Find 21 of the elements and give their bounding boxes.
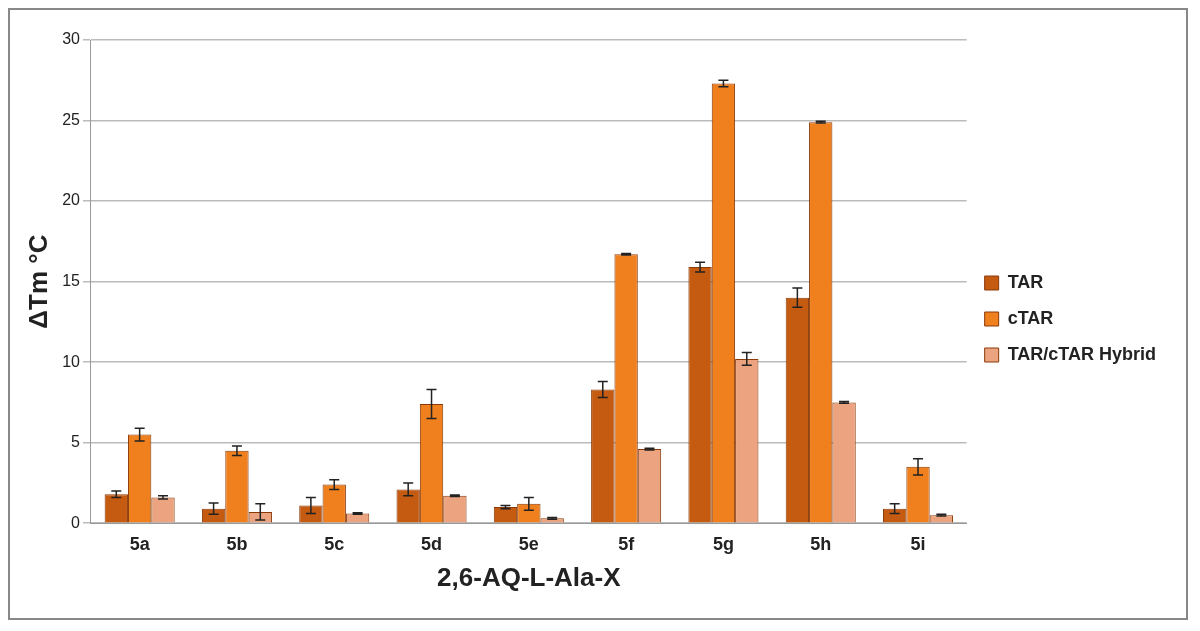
x-axis-title: 2,6-AQ-L-Ala-X xyxy=(437,561,622,592)
x-tick-label: 5a xyxy=(129,533,151,554)
y-tick-label: 25 xyxy=(62,110,81,128)
y-tick-label: 5 xyxy=(71,433,81,451)
x-tick-label: 5f xyxy=(618,533,636,554)
x-tick-label: 5h xyxy=(810,533,832,554)
y-tick-label: 20 xyxy=(62,191,81,209)
y-tick-label: 30 xyxy=(62,30,81,48)
x-tick-label: 5d xyxy=(421,533,443,554)
x-tick-label: 5i xyxy=(910,533,926,554)
legend-label: TAR xyxy=(1007,271,1044,292)
legend-label: cTAR xyxy=(1007,307,1054,328)
y-tick-label: 0 xyxy=(71,513,81,531)
x-tick-label: 5e xyxy=(518,533,539,554)
y-tick-label: 15 xyxy=(62,272,81,290)
x-tick-label: 5c xyxy=(324,533,345,554)
y-axis-title: ΔTm °C xyxy=(22,234,53,329)
legend-label: TAR/cTAR Hybrid xyxy=(1007,343,1157,364)
y-tick-label: 10 xyxy=(62,352,81,370)
x-tick-label: 5g xyxy=(712,533,734,554)
x-tick-label: 5b xyxy=(226,533,248,554)
